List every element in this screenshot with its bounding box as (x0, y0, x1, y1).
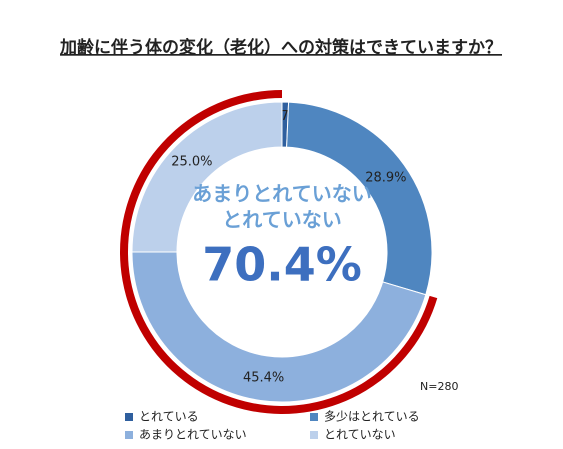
center-value: 70.4% (202, 238, 362, 292)
donut-slice (131, 101, 283, 253)
data-label: 28.9% (365, 171, 406, 186)
center-text: とれていない (222, 208, 341, 232)
legend-label: とれている (139, 410, 199, 424)
chart-title: 加齢に伴う体の変化（老化）への対策はできていますか？ (59, 37, 502, 58)
data-label: 45.4% (243, 371, 284, 386)
legend-swatch (310, 431, 318, 439)
legend-label: とれていない (324, 428, 396, 442)
donut-slice (131, 251, 427, 403)
legend-swatch (125, 413, 133, 421)
legend-label: 多少はとれている (324, 410, 420, 424)
legend-label: あまりとれていない (139, 428, 247, 442)
sample-size: N=280 (420, 380, 458, 393)
data-label: 25.0% (171, 154, 212, 169)
legend-swatch (310, 413, 318, 421)
center-text: あまりとれていない (192, 182, 371, 206)
legend-swatch (125, 431, 133, 439)
